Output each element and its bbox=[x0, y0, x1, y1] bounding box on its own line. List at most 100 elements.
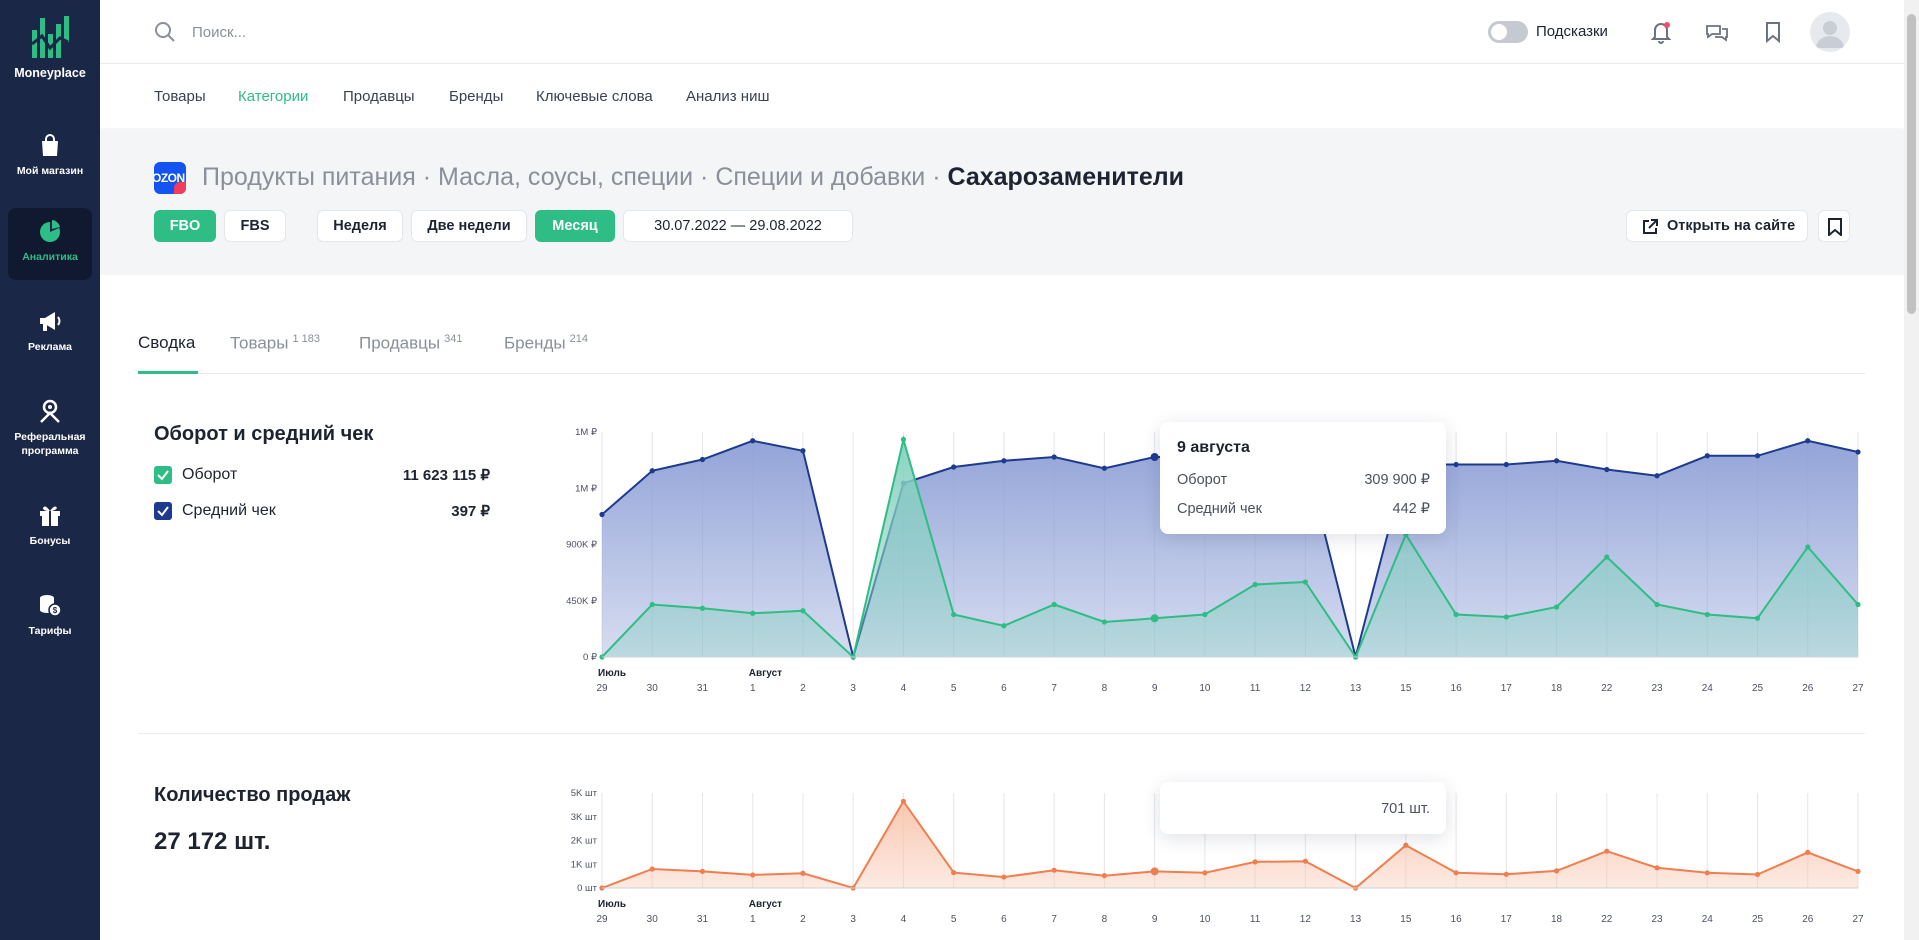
check-icon bbox=[157, 470, 169, 481]
y-tick-label: 900K ₽ bbox=[566, 540, 598, 551]
x-tick-label: 10 bbox=[1199, 683, 1211, 694]
page-scrollbar[interactable] bbox=[1904, 0, 1919, 940]
nav-item-sellers[interactable]: Продавцы bbox=[343, 88, 415, 105]
sidebar-item-referral[interactable]: Реферальная программа bbox=[8, 388, 92, 474]
sidebar-item-ads[interactable]: Реклама bbox=[8, 298, 92, 370]
month-label: Август bbox=[749, 899, 782, 910]
legend-name: Средний чек bbox=[182, 502, 276, 519]
chat-icon[interactable] bbox=[1703, 18, 1731, 46]
sidebar-item-tariffs[interactable]: $ Тарифы bbox=[8, 582, 92, 654]
data-point bbox=[699, 868, 706, 874]
open-site-button[interactable]: Открыть на сайте bbox=[1626, 210, 1808, 242]
period-month-button[interactable]: Месяц bbox=[535, 210, 615, 242]
nav-item-niche-analysis[interactable]: Анализ ниш bbox=[686, 88, 770, 105]
fbo-button[interactable]: FBO bbox=[154, 210, 216, 242]
x-tick-label: 17 bbox=[1501, 914, 1513, 925]
data-point bbox=[951, 464, 957, 470]
legend-turnover[interactable]: Оборот 11 623 115 ₽ bbox=[154, 464, 490, 486]
legend-value: 397 ₽ bbox=[451, 503, 490, 520]
y-tick-label: 5K шт bbox=[571, 788, 598, 799]
breadcrumb-item[interactable]: Специи и добавки bbox=[715, 163, 926, 191]
x-tick-label: 13 bbox=[1350, 914, 1362, 925]
data-point bbox=[1453, 461, 1459, 468]
x-tick-label: 8 bbox=[1102, 914, 1108, 925]
category-nav: Товары Категории Продавцы Бренды Ключевы… bbox=[100, 64, 1904, 128]
data-point bbox=[1001, 458, 1007, 464]
data-point bbox=[649, 601, 655, 608]
data-point bbox=[1855, 868, 1861, 874]
data-point bbox=[1805, 544, 1811, 550]
nav-item-categories[interactable]: Категории bbox=[238, 88, 309, 105]
x-tick-label: 12 bbox=[1300, 914, 1312, 925]
x-tick-label: 6 bbox=[1001, 683, 1007, 694]
y-tick-label: 3K шт bbox=[571, 812, 598, 823]
tab-sellers[interactable]: Продавцы 341 bbox=[359, 333, 463, 353]
x-tick-label: 23 bbox=[1651, 683, 1663, 694]
x-tick-label: 4 bbox=[901, 914, 907, 925]
tab-summary[interactable]: Сводка bbox=[138, 333, 196, 352]
nav-item-brands[interactable]: Бренды bbox=[449, 88, 504, 105]
data-point bbox=[750, 438, 756, 444]
date-range-picker[interactable]: 30.07.2022 — 29.08.2022 bbox=[623, 210, 853, 242]
tab-brands[interactable]: Бренды 214 bbox=[504, 333, 588, 353]
data-point bbox=[1150, 453, 1159, 461]
open-site-label: Открыть на сайте bbox=[1667, 218, 1796, 234]
x-tick-label: 27 bbox=[1852, 683, 1864, 694]
data-point bbox=[800, 870, 806, 876]
page-title: Сахарозаменители bbox=[947, 163, 1185, 191]
sidebar-item-my-shop[interactable]: Мой магазин bbox=[8, 122, 92, 194]
period-week-button[interactable]: Неделя bbox=[317, 210, 403, 242]
data-point bbox=[1604, 466, 1610, 473]
x-tick-label: 22 bbox=[1601, 683, 1613, 694]
x-tick-label: 29 bbox=[596, 683, 608, 694]
sidebar-item-label: Реферальная программа bbox=[14, 431, 86, 457]
marketplace-name: OZON bbox=[154, 171, 185, 185]
month-label: Июль bbox=[598, 668, 626, 679]
scrollbar-thumb[interactable] bbox=[1907, 14, 1916, 314]
data-point bbox=[1252, 581, 1258, 588]
x-tick-label: 27 bbox=[1852, 914, 1864, 925]
notification-bell-icon[interactable] bbox=[1647, 18, 1675, 46]
nav-item-keywords[interactable]: Ключевые слова bbox=[536, 88, 653, 105]
tab-count: 1 183 bbox=[292, 333, 321, 345]
nav-item-products[interactable]: Товары bbox=[154, 88, 206, 105]
avatar[interactable] bbox=[1810, 12, 1850, 52]
bookmark-icon[interactable] bbox=[1759, 18, 1787, 46]
x-tick-label: 29 bbox=[596, 914, 608, 925]
x-tick-label: 26 bbox=[1802, 914, 1814, 925]
brand-logo[interactable]: Moneyplace bbox=[0, 14, 100, 80]
x-tick-label: 25 bbox=[1752, 914, 1764, 925]
user-icon bbox=[1816, 21, 1844, 48]
data-point bbox=[1604, 848, 1610, 854]
data-point bbox=[699, 456, 706, 463]
active-tab-indicator bbox=[138, 371, 198, 374]
legend-avg-check[interactable]: Средний чек 397 ₽ bbox=[154, 500, 490, 522]
x-tick-label: 22 bbox=[1601, 914, 1613, 925]
megaphone-icon bbox=[40, 312, 61, 331]
sidebar-item-analytics[interactable]: Аналитика bbox=[8, 208, 92, 280]
x-tick-label: 2 bbox=[800, 683, 806, 694]
turnover-checkbox[interactable] bbox=[154, 466, 172, 484]
sidebar-item-bonuses[interactable]: Бонусы bbox=[8, 492, 92, 564]
x-tick-label: 4 bbox=[901, 683, 907, 694]
breadcrumb-item[interactable]: Продукты питания bbox=[202, 163, 416, 191]
fbs-button[interactable]: FBS bbox=[224, 210, 286, 242]
avg-check-checkbox[interactable] bbox=[154, 502, 172, 520]
coins-icon: $ bbox=[40, 595, 62, 617]
month-label: Июль bbox=[598, 899, 626, 910]
tab-products[interactable]: Товары 1 183 bbox=[230, 333, 321, 353]
breadcrumb-item[interactable]: Масла, соусы, специи bbox=[438, 163, 694, 191]
hints-toggle[interactable] bbox=[1488, 21, 1528, 43]
tooltip-value: 309 900 ₽ bbox=[1364, 472, 1430, 488]
data-point bbox=[1805, 438, 1811, 444]
turnover-chart[interactable]: 0 ₽450K ₽900K ₽1M ₽1M ₽29 30 31 1 2 3 4 5 6 7 8 9 10… bbox=[560, 420, 1880, 700]
ozon-logo-icon: OZON bbox=[154, 162, 186, 194]
tab-count: 341 bbox=[444, 333, 463, 345]
search-input[interactable] bbox=[192, 18, 592, 46]
x-tick-label: 23 bbox=[1651, 914, 1663, 925]
series-area bbox=[602, 801, 1858, 888]
period-two-weeks-button[interactable]: Две недели bbox=[411, 210, 527, 242]
bookmark-category-button[interactable] bbox=[1818, 210, 1850, 242]
data-point bbox=[649, 866, 655, 872]
